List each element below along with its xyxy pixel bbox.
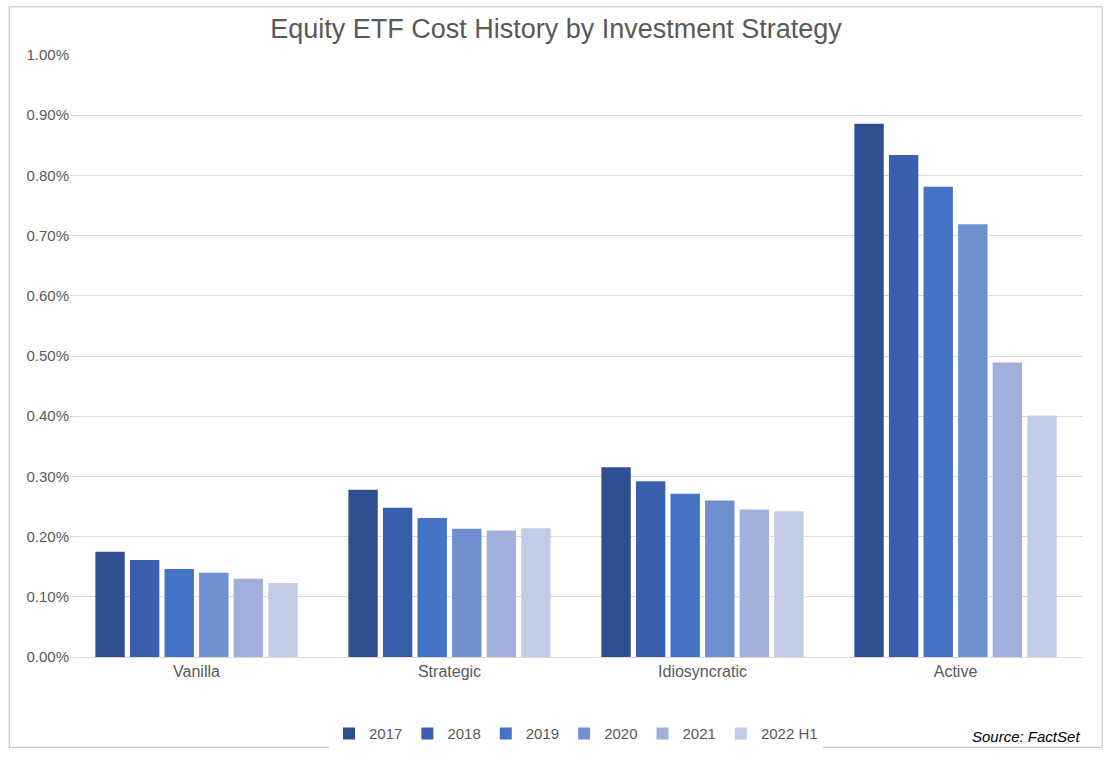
svg-text:0.60%: 0.60% (26, 287, 69, 304)
svg-text:0.30%: 0.30% (26, 468, 69, 485)
svg-text:2021: 2021 (683, 725, 716, 742)
svg-text:1.00%: 1.00% (26, 46, 69, 63)
svg-text:Active: Active (934, 663, 978, 680)
svg-text:Source: FactSet: Source: FactSet (972, 728, 1080, 745)
svg-text:Equity ETF Cost History by Inv: Equity ETF Cost History by Investment St… (270, 14, 842, 44)
svg-text:0.50%: 0.50% (26, 347, 69, 364)
svg-text:0.40%: 0.40% (26, 407, 69, 424)
svg-text:Vanilla: Vanilla (173, 663, 220, 680)
svg-text:2022 H1: 2022 H1 (761, 725, 818, 742)
svg-text:0.10%: 0.10% (26, 588, 69, 605)
svg-text:0.20%: 0.20% (26, 528, 69, 545)
svg-text:0.90%: 0.90% (26, 106, 69, 123)
svg-text:Idiosyncratic: Idiosyncratic (658, 663, 747, 680)
svg-text:2017: 2017 (369, 725, 402, 742)
svg-text:0.80%: 0.80% (26, 167, 69, 184)
svg-text:2020: 2020 (604, 725, 637, 742)
svg-text:0.70%: 0.70% (26, 227, 69, 244)
svg-text:0.00%: 0.00% (26, 648, 69, 665)
svg-text:2018: 2018 (447, 725, 480, 742)
svg-text:2019: 2019 (526, 725, 559, 742)
svg-text:Strategic: Strategic (418, 663, 481, 680)
